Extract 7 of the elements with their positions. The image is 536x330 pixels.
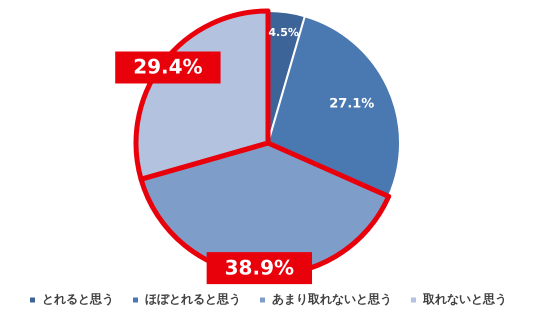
data-label: 27.1% xyxy=(329,96,374,112)
legend-label: 取れないと思う xyxy=(422,292,507,306)
text: 29.4% xyxy=(133,54,203,79)
text: 38.9% xyxy=(224,255,294,280)
legend-label: あまり取れないと思う xyxy=(272,292,392,306)
legend-label: とれると思う xyxy=(42,292,114,306)
legend-label: ほぼとれると思う xyxy=(145,292,241,306)
